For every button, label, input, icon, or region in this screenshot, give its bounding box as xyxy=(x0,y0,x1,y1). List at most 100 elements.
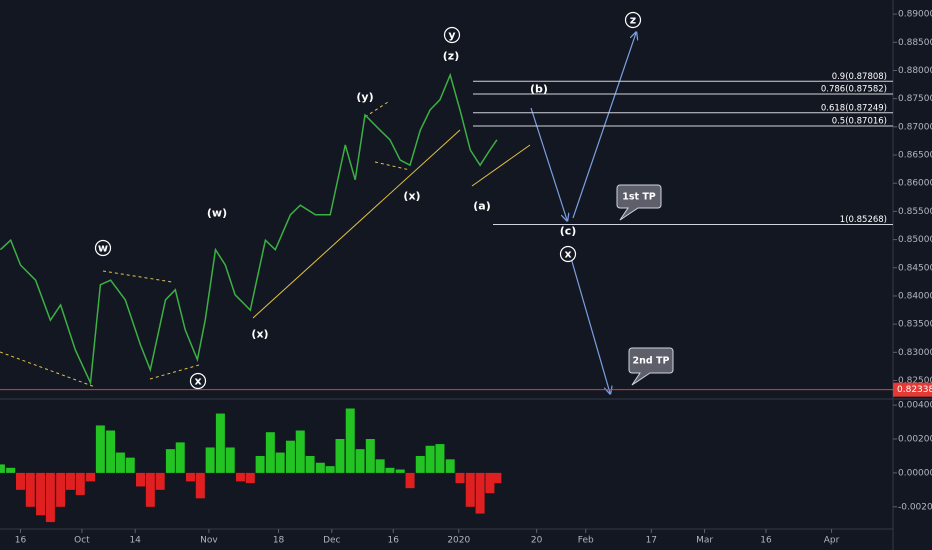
fib-level-label: 0.5(0.87016) xyxy=(832,116,887,126)
wave-circle xyxy=(624,11,642,29)
histogram-bar xyxy=(235,472,245,482)
histogram-bar xyxy=(405,472,415,489)
histogram-bar xyxy=(355,449,365,473)
price-tag xyxy=(893,382,932,397)
wave-label: (w) xyxy=(207,207,227,220)
histogram-bar xyxy=(155,472,165,490)
fib-level-label: 1(0.85268) xyxy=(840,215,887,225)
histogram-bar xyxy=(365,438,375,473)
histogram-bar xyxy=(185,472,195,482)
y-tick-label: 0.82500 xyxy=(898,376,932,386)
y-tick-label: 0.87500 xyxy=(898,94,932,104)
histogram-bar xyxy=(325,466,335,473)
histogram-bar xyxy=(305,455,315,473)
y-tick-label: 0.83500 xyxy=(898,320,932,330)
histogram-bar xyxy=(56,472,66,507)
x-tick-label: Feb xyxy=(578,536,594,546)
histogram-bar xyxy=(335,438,345,473)
x-tick-label: 18 xyxy=(273,536,285,546)
histogram-bar xyxy=(295,430,305,473)
histogram-bar xyxy=(136,472,146,487)
y-tick-label: 0.86000 xyxy=(898,179,932,189)
histogram-bar xyxy=(165,449,175,473)
histogram-bar xyxy=(492,472,502,484)
callout-label: 2nd TP xyxy=(633,356,670,367)
y-tick-label: 0.87000 xyxy=(898,122,932,132)
arrow xyxy=(570,257,610,393)
histogram-bar xyxy=(205,447,215,473)
x-tick-label: Apr xyxy=(824,536,840,546)
wave-label: (x) xyxy=(403,190,420,203)
callout-shapes xyxy=(616,184,674,386)
histogram-bar xyxy=(345,408,355,473)
trendline xyxy=(252,129,461,319)
y-tick-label: -0.00200 xyxy=(898,502,932,512)
x-tick-label: 17 xyxy=(646,536,657,546)
callout-label: 1st TP xyxy=(622,192,656,203)
x-tick-label: Mar xyxy=(696,536,713,546)
fib-level-label: 0.786(0.87582) xyxy=(821,85,887,95)
histogram-bar xyxy=(75,472,85,495)
wave-circle xyxy=(443,26,461,44)
histogram-bar xyxy=(265,432,275,473)
y-tick-label: 0.83000 xyxy=(898,348,932,358)
histogram-bar xyxy=(6,467,16,473)
histogram-bar xyxy=(465,472,475,507)
x-tick-label: 16 xyxy=(760,536,772,546)
y-tick-label: 0.00000 xyxy=(898,468,932,478)
histogram-bar xyxy=(175,442,185,473)
histogram-bar xyxy=(475,472,485,514)
y-tick-label: 0.88500 xyxy=(898,38,932,48)
histogram-bar xyxy=(95,425,105,473)
histogram-bar xyxy=(86,472,96,482)
histogram-bar xyxy=(395,469,405,473)
x-tick-label: 2020 xyxy=(447,536,470,546)
dashed-line xyxy=(364,101,389,118)
wave-label: (a) xyxy=(473,200,490,213)
histogram-bar xyxy=(15,472,25,490)
dashed-line xyxy=(149,364,200,380)
callout-box xyxy=(616,184,662,221)
x-tick-label: Nov xyxy=(200,536,218,546)
price-tag-label: 0.82338 xyxy=(897,385,932,395)
wave-label: z xyxy=(630,14,636,27)
histogram-bar xyxy=(215,413,225,473)
x-tick-label: 20 xyxy=(531,536,543,546)
price-line xyxy=(0,72,498,386)
histogram-bar xyxy=(285,440,295,473)
histogram-bar xyxy=(445,459,455,473)
histogram-bar xyxy=(25,472,35,507)
y-tick-label: 0.84000 xyxy=(898,291,932,301)
histogram-bar xyxy=(275,452,285,473)
y-tick-label: 0.85500 xyxy=(898,207,932,217)
histogram-bar xyxy=(315,462,325,473)
x-tick-label: Oct xyxy=(74,536,90,546)
y-tick-label: 0.00400 xyxy=(898,401,932,411)
histogram-bar xyxy=(45,472,55,523)
wave-label: x xyxy=(564,248,571,261)
fib-level-label: 0.9(0.87808) xyxy=(832,72,887,82)
histogram-bar xyxy=(435,444,445,473)
histogram-bar xyxy=(245,472,255,484)
histogram-bar xyxy=(145,472,155,507)
y-tick-label: 0.89000 xyxy=(898,10,932,20)
wave-circle xyxy=(559,245,577,263)
histogram-bar xyxy=(455,472,465,484)
wave-label: (z) xyxy=(443,50,459,63)
wave-label: y xyxy=(448,29,455,42)
x-tick-label: 16 xyxy=(388,536,400,546)
histogram-bar xyxy=(375,459,385,473)
trendlines xyxy=(0,101,531,388)
wave-label: (b) xyxy=(530,83,548,96)
histogram-bar xyxy=(36,472,46,516)
callout-box xyxy=(628,347,674,386)
histogram-bar xyxy=(415,455,425,473)
histogram-bar xyxy=(195,472,205,499)
x-tick-label: 14 xyxy=(129,536,141,546)
histogram-bar xyxy=(225,447,235,473)
fib-level-label: 0.618(0.87249) xyxy=(821,103,887,113)
wave-label: w xyxy=(98,242,108,255)
wave-label: x xyxy=(194,375,201,388)
histogram-bar xyxy=(385,467,395,473)
